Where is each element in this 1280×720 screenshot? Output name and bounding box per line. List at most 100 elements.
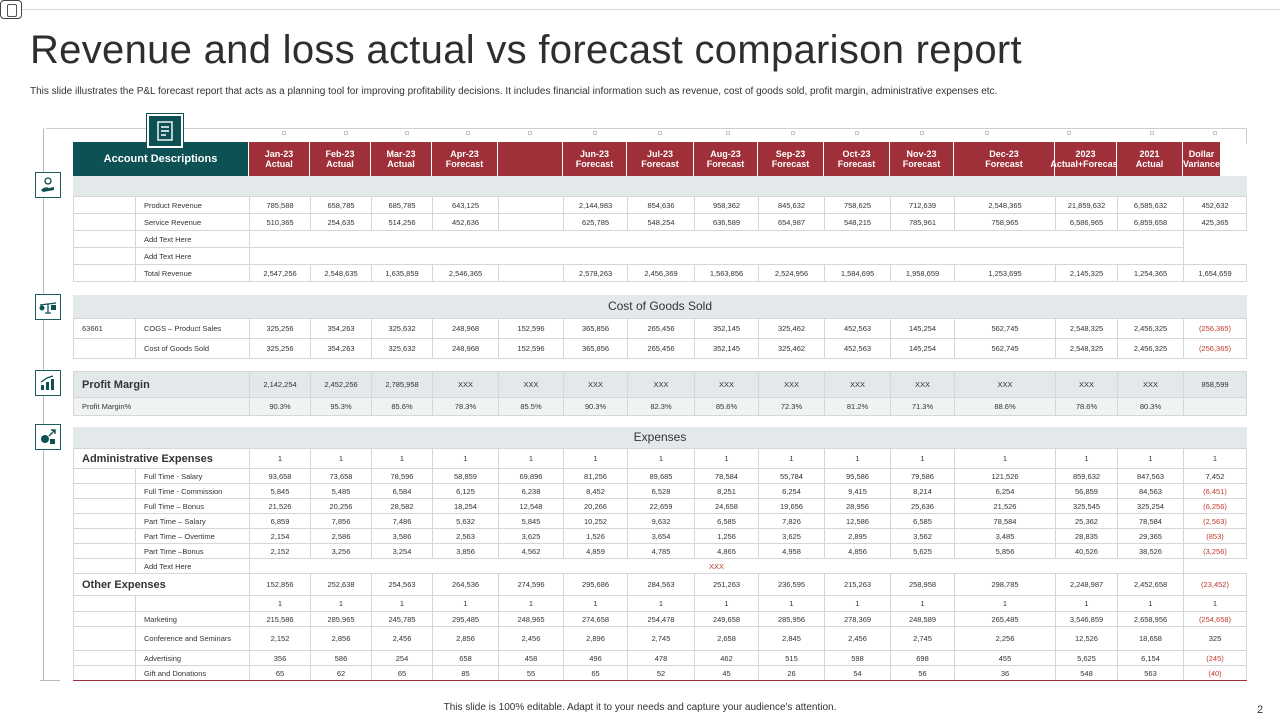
table-row: Conference and Seminars 2,152 2,856 2,456 2,… <box>73 626 1247 651</box>
value-cell: 6,528 <box>627 483 695 499</box>
value-cell: 452,636 <box>432 213 499 231</box>
value-cell: 586 <box>310 650 372 666</box>
value-cell: 1 <box>371 448 433 469</box>
grid-tick <box>344 131 348 135</box>
value-cell: 248,968 <box>432 318 499 339</box>
value-cell: 62 <box>310 665 372 681</box>
value-cell: 7,452 <box>1183 468 1247 484</box>
row-label: Part Time – Overtime <box>135 528 250 544</box>
value-cell: (256,365) <box>1183 318 1247 339</box>
value-cell: 712,639 <box>890 196 955 214</box>
value-cell: 56,859 <box>1055 483 1118 499</box>
value-cell: 65 <box>371 665 433 681</box>
value-cell: 2,456 <box>371 626 433 651</box>
value-cell: 1 <box>824 448 891 469</box>
value-cell: 3,562 <box>890 528 955 544</box>
value-cell: 45 <box>694 665 759 681</box>
value-cell: 78.3% <box>432 397 499 416</box>
row-label: Profit Margin <box>73 371 250 398</box>
row-code <box>73 213 136 231</box>
value-cell: 95,586 <box>824 468 891 484</box>
value-cell: 2,456 <box>824 626 891 651</box>
value-cell: (6,256) <box>1183 498 1247 514</box>
header-column: Dollar Variance <box>1183 142 1222 176</box>
table-header: Account Descriptions Jan-23 Actual Feb-23 Ac… <box>73 142 1247 176</box>
table-row: Other Expenses 152,856 252,638 254,563 264,5… <box>73 573 1247 596</box>
value-cell: 52 <box>627 665 695 681</box>
value-cell: 248,589 <box>890 611 955 627</box>
table-row: Cost of Goods Sold 325,256 354,263 325,632 2… <box>73 338 1247 359</box>
value-cell: 325,632 <box>371 318 433 339</box>
row-label: Administrative Expenses <box>73 448 250 469</box>
value-cell: 1 <box>890 595 955 612</box>
value-cell: 274,658 <box>563 611 628 627</box>
value-cell: 2,856 <box>310 626 372 651</box>
value-cell: 251,263 <box>694 573 759 596</box>
value-cell: 758,965 <box>954 213 1056 231</box>
top-rule <box>22 9 1280 10</box>
value-cell: 265,485 <box>954 611 1056 627</box>
table-row: Service Revenue 510,365 254,635 514,256 452,… <box>73 213 1247 231</box>
value-cell: 1 <box>627 595 695 612</box>
value-cell: 29,365 <box>1117 528 1184 544</box>
value-cell: (23,452) <box>1183 573 1247 596</box>
value-cell <box>498 264 564 282</box>
value-cell: XXX <box>758 371 825 398</box>
value-cell: 1,254,365 <box>1117 264 1184 282</box>
value-cell: 89,685 <box>627 468 695 484</box>
header-col-l1: Jan-23 <box>264 149 294 159</box>
row-label: Marketing <box>135 611 250 627</box>
value-cell: 3,256 <box>310 543 372 559</box>
header-col-l2: Actual <box>326 159 354 169</box>
value-cell: 4,785 <box>627 543 695 559</box>
value-cell: 1 <box>563 595 628 612</box>
value-cell: 90.3% <box>249 397 311 416</box>
row-code <box>73 498 136 514</box>
value-cell: 325,256 <box>249 338 311 359</box>
grid-tick <box>593 131 597 135</box>
header-column: Nov-23 Forecast <box>890 142 954 176</box>
value-cell: 325,256 <box>249 318 311 339</box>
value-cell: 365,856 <box>563 338 628 359</box>
header-col-l1: Sep-23 <box>775 149 806 159</box>
row-code <box>73 468 136 484</box>
revenue-band <box>73 176 1247 196</box>
value-cell: 2,548,635 <box>310 264 372 282</box>
value-cell: 6,254 <box>954 483 1056 499</box>
row-code <box>73 665 136 681</box>
value-cell: 452,632 <box>1183 196 1247 214</box>
value-cell: 496 <box>563 650 628 666</box>
value-cell: 4,958 <box>758 543 825 559</box>
value-cell: 625,785 <box>563 213 628 231</box>
header-column: Oct-23 Forecast <box>824 142 890 176</box>
header-col-l2: Actual+Forecast <box>1050 159 1121 169</box>
value-cell: 8,452 <box>563 483 628 499</box>
header-col-l1: Jun-23 <box>579 149 609 159</box>
value-cell: 1 <box>498 595 564 612</box>
value-cell: XXX <box>694 371 759 398</box>
value-cell: 12,586 <box>824 513 891 529</box>
grid-tick <box>985 131 989 135</box>
value-cell: 1 <box>498 448 564 469</box>
header-col-l2: Forecast <box>641 159 679 169</box>
value-cell: XXX <box>627 371 695 398</box>
row-label: Service Revenue <box>135 213 250 231</box>
value-cell: 295,686 <box>563 573 628 596</box>
value-cell: 1 <box>954 595 1056 612</box>
slide-corner-icon <box>0 0 22 19</box>
value-cell: 1 <box>627 448 695 469</box>
value-cell: 152,596 <box>498 338 564 359</box>
value-cell <box>498 213 564 231</box>
value-cell: 4,562 <box>498 543 564 559</box>
grid-frame <box>46 128 1247 144</box>
value-cell: XXX <box>498 371 564 398</box>
value-cell: 254,635 <box>310 213 372 231</box>
value-cell: 458 <box>498 650 564 666</box>
row-code <box>73 247 136 265</box>
value-cell: 69,896 <box>498 468 564 484</box>
value-cell: 85.6% <box>371 397 433 416</box>
value-cell: 21,859,632 <box>1055 196 1118 214</box>
value-cell: 6,125 <box>432 483 499 499</box>
value-cell: 18,658 <box>1117 626 1184 651</box>
header-col-l2: Forecast <box>902 159 941 169</box>
